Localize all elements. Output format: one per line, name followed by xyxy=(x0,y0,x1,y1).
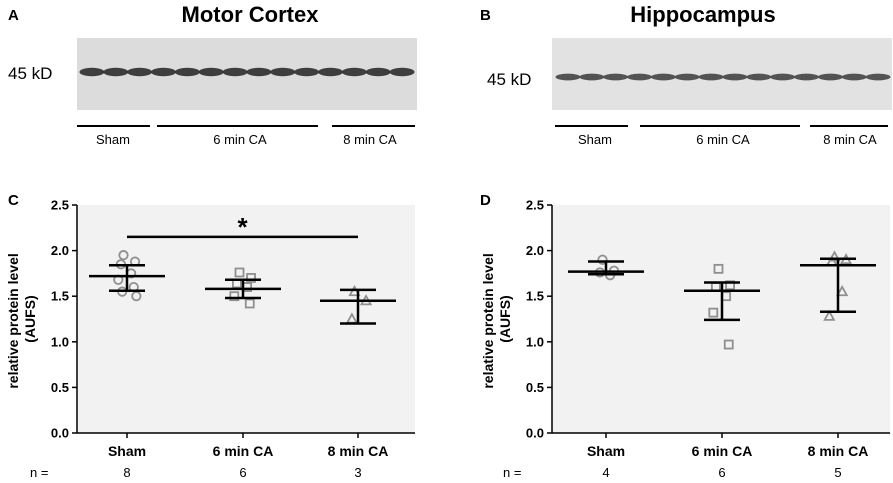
blot-band xyxy=(103,67,129,77)
y-axis-label-line2-c: (AUFS) xyxy=(22,295,38,342)
blot-band xyxy=(746,73,772,81)
blot-band xyxy=(794,73,819,81)
chart-marks-c: 0.0 0.5 1.0 1.5 2.0 2.5 Sham 8 6 min CA 6 8 min CA… xyxy=(51,198,415,480)
data-point xyxy=(244,298,255,309)
x-category-label: 8 min CA xyxy=(808,443,869,459)
blot-band xyxy=(342,67,367,77)
y-tick-label: 1.5 xyxy=(526,289,544,304)
blot-band xyxy=(818,73,843,81)
y-tick-label: 0.5 xyxy=(526,380,544,395)
blot-band xyxy=(579,73,605,81)
data-point xyxy=(246,273,256,283)
marker-label-a: 45 kD xyxy=(8,64,52,83)
significance-star: * xyxy=(237,212,248,242)
panel-letter-d: D xyxy=(480,192,491,209)
blot-band xyxy=(175,67,200,77)
y-axis-label-d: relative protein level (AUFS) xyxy=(480,249,513,388)
data-point xyxy=(836,284,849,297)
blot-band xyxy=(246,67,272,77)
y-tick-label: 0.0 xyxy=(51,426,69,441)
n-value: 5 xyxy=(834,465,841,480)
y-axis-label-line2-d: (AUFS) xyxy=(497,295,513,342)
data-point xyxy=(118,250,129,261)
panel-letter-a: A xyxy=(8,7,19,24)
blot-band xyxy=(270,67,296,77)
y-tick-label: 1.0 xyxy=(526,334,544,349)
y-tick-label: 1.0 xyxy=(51,334,69,349)
data-point xyxy=(234,267,245,278)
n-value: 6 xyxy=(718,465,725,480)
data-point xyxy=(723,339,734,350)
n-label-c: n = xyxy=(30,465,48,480)
blot-band xyxy=(722,73,748,81)
y-tick-label: 0.0 xyxy=(526,426,544,441)
blot-panel-a: A Motor Cortex 45 kD Sham 6 min CA 8 min… xyxy=(8,2,417,147)
n-value: 4 xyxy=(602,465,609,480)
data-point xyxy=(131,291,142,302)
data-point xyxy=(713,263,724,274)
blot-membrane-b xyxy=(552,38,892,110)
panel-letter-b: B xyxy=(480,7,491,24)
y-tick-label: 2.0 xyxy=(51,243,69,258)
chart-panel-d: D relative protein level (AUFS) 0.0 0.5 1.… xyxy=(480,192,890,480)
n-value: 6 xyxy=(239,465,246,480)
y-tick-label: 2.5 xyxy=(526,198,544,213)
n-value: 3 xyxy=(354,465,361,480)
n-label-d: n = xyxy=(503,465,521,480)
panel-letter-c: C xyxy=(8,192,19,209)
x-category-label: Sham xyxy=(108,443,146,459)
blot-band xyxy=(865,73,891,81)
data-point xyxy=(823,309,836,321)
y-axis-label-line1-c: relative protein level xyxy=(5,253,21,388)
blot-band xyxy=(294,67,319,77)
blot-title-hippocampus: Hippocampus xyxy=(630,2,775,27)
y-tick-label: 1.5 xyxy=(51,289,69,304)
data-point xyxy=(708,307,719,318)
y-axis-label-c: relative protein level (AUFS) xyxy=(5,249,38,388)
blot-band xyxy=(770,73,795,81)
blot-band xyxy=(603,73,628,81)
blot-title-motor-cortex: Motor Cortex xyxy=(182,2,320,27)
blot-band xyxy=(79,67,105,77)
blot-band xyxy=(627,73,652,81)
n-value: 8 xyxy=(123,465,130,480)
blot-band xyxy=(674,73,700,81)
blot-band xyxy=(318,67,343,77)
group-label-sham-b: Sham xyxy=(578,132,612,147)
chart-panel-c: C relative protein level (AUFS) 0.0 0.5 1.… xyxy=(5,192,415,480)
blot-band xyxy=(698,73,724,81)
group-label-8min-b: 8 min CA xyxy=(823,132,877,147)
x-category-label: 6 min CA xyxy=(692,443,753,459)
blot-band xyxy=(127,67,152,77)
y-tick-label: 0.5 xyxy=(51,380,69,395)
blot-band xyxy=(151,67,176,77)
blot-panel-b: B Hippocampus 45 kD Sham 6 min CA 8 min … xyxy=(480,2,892,147)
group-label-6min-a: 6 min CA xyxy=(213,132,267,147)
group-label-sham-a: Sham xyxy=(96,132,130,147)
blot-band xyxy=(222,67,248,77)
data-point xyxy=(725,280,735,291)
y-tick-label: 2.5 xyxy=(51,198,69,213)
group-label-8min-a: 8 min CA xyxy=(343,132,397,147)
data-point xyxy=(229,291,240,302)
y-axis-label-line1-d: relative protein level xyxy=(480,253,496,388)
group-label-6min-b: 6 min CA xyxy=(696,132,750,147)
blot-band xyxy=(841,73,867,81)
data-point xyxy=(597,254,608,265)
blot-band xyxy=(198,67,224,77)
x-category-label: 6 min CA xyxy=(213,443,274,459)
x-category-label: 8 min CA xyxy=(328,443,389,459)
blot-band xyxy=(389,67,415,77)
chart-marks-d: 0.0 0.5 1.0 1.5 2.0 2.5 Sham 4 6 min CA 6 8 min CA… xyxy=(526,198,890,480)
blot-bands-b xyxy=(555,73,891,81)
marker-label-b: 45 kD xyxy=(487,70,531,89)
blot-band xyxy=(365,67,391,77)
x-category-label: Sham xyxy=(587,443,625,459)
blot-band xyxy=(651,73,676,81)
blot-band xyxy=(555,73,581,81)
blot-bands-a xyxy=(79,67,415,77)
blot-membrane-a xyxy=(77,38,417,110)
y-tick-label: 2.0 xyxy=(526,243,544,258)
